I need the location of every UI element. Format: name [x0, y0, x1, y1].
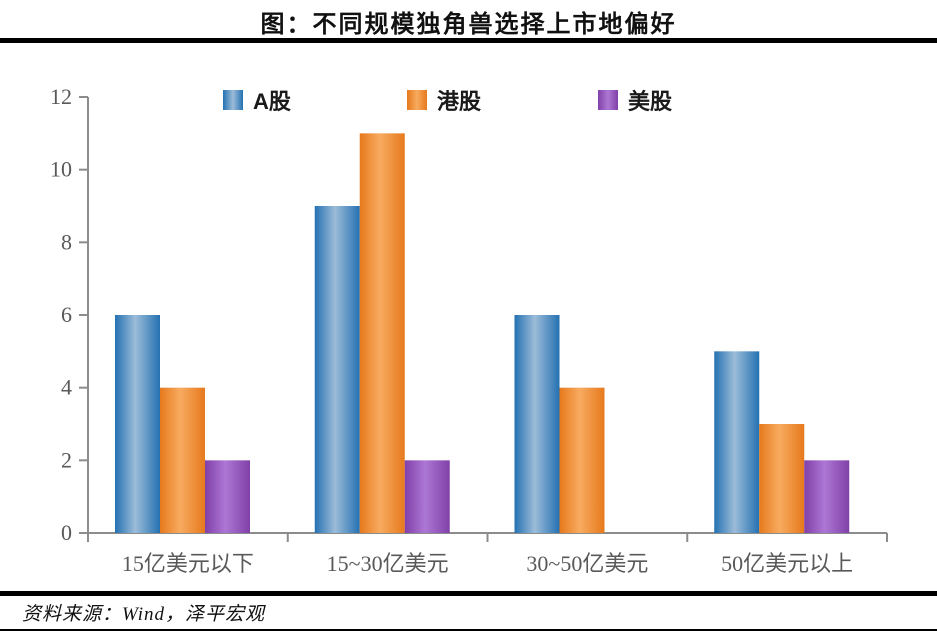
y-tick-label: 6 — [61, 302, 72, 327]
x-category-label: 50亿美元以上 — [721, 551, 853, 576]
legend-item-us-shares: 美股 — [598, 84, 672, 116]
legend-item-a-shares: A股 — [223, 84, 291, 116]
title-divider-rule — [0, 38, 937, 43]
bar-series1-cat3 — [759, 424, 805, 533]
legend-item-hk-shares: 港股 — [407, 84, 481, 116]
chart-legend: A股 港股 美股 — [0, 84, 937, 114]
y-tick-label: 0 — [61, 520, 72, 545]
x-category-label: 15亿美元以下 — [122, 551, 254, 576]
x-category-label: 15~30亿美元 — [327, 551, 449, 576]
bar-series1-cat1 — [359, 133, 405, 533]
legend-swatch-us-shares-icon — [598, 90, 618, 110]
legend-swatch-hk-shares-icon — [407, 90, 427, 110]
legend-label-a-shares: A股 — [253, 89, 291, 114]
bar-series0-cat1 — [314, 206, 360, 533]
bar-series0-cat3 — [714, 351, 760, 533]
bar-series1-cat0 — [160, 387, 205, 533]
legend-swatch-a-shares-icon — [223, 90, 243, 110]
y-tick-label: 8 — [61, 229, 72, 254]
bar-chart-canvas: 0 2 4 6 8 10 12 15亿美元以下 15~30亿美元 30~50亿美元 50亿美元以上 — [50, 84, 888, 576]
source-note: 资料来源：Wind，泽平宏观 — [22, 604, 266, 625]
bar-series2-cat0 — [205, 460, 250, 533]
y-tick-label: 12 — [50, 84, 72, 109]
bar-series0-cat0 — [115, 315, 160, 533]
footer-rule-thin — [0, 629, 937, 631]
legend-label-hk-shares: 港股 — [437, 89, 482, 114]
bar-series2-cat3 — [804, 460, 850, 533]
y-tick-label: 2 — [61, 447, 72, 472]
y-tick-label: 10 — [50, 157, 72, 182]
y-tick-label: 4 — [61, 375, 72, 400]
bar-series0-cat2 — [514, 315, 560, 533]
footer-rule-thick — [0, 591, 937, 596]
x-category-label: 30~50亿美元 — [526, 551, 648, 576]
chart-title: 图：不同规模独角兽选择上市地偏好 — [260, 12, 677, 38]
legend-label-us-shares: 美股 — [628, 89, 673, 114]
bar-series1-cat2 — [559, 387, 605, 533]
bar-series2-cat1 — [404, 460, 450, 533]
